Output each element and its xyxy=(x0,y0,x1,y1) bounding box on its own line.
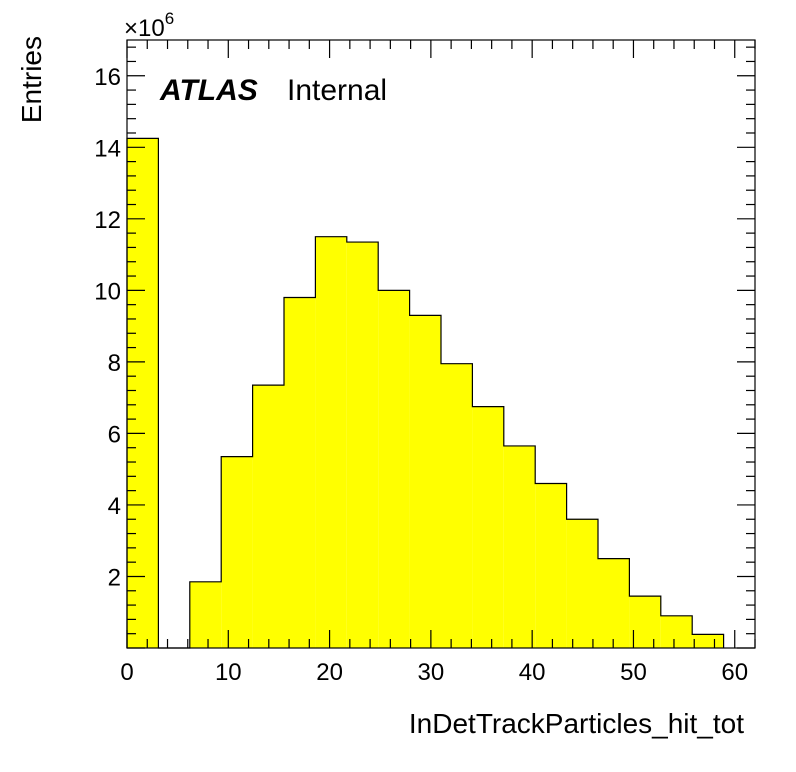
histogram-bin xyxy=(535,483,567,648)
y-tick-label: 4 xyxy=(108,493,121,520)
histogram-bin xyxy=(629,596,661,648)
y-axis-title: Entries xyxy=(16,36,47,123)
x-tick-label: 20 xyxy=(316,659,343,686)
histogram-bin xyxy=(221,456,253,648)
histogram-bin xyxy=(315,236,347,649)
histogram-bin xyxy=(189,581,222,648)
y-axis-multiplier: ×106 xyxy=(124,9,174,42)
x-tick-label: 10 xyxy=(215,659,242,686)
x-tick-label: 30 xyxy=(418,659,445,686)
histogram-bin xyxy=(566,519,598,648)
x-axis-title: InDetTrackParticles_hit_tot xyxy=(409,708,744,739)
y-tick-label: 16 xyxy=(94,64,121,91)
histogram-bin xyxy=(127,138,159,648)
histogram-bars xyxy=(127,138,724,649)
histogram-bin xyxy=(252,385,284,648)
histogram-bin xyxy=(346,242,379,648)
histogram-bin xyxy=(472,406,504,648)
y-multiplier-exponent: 6 xyxy=(165,9,174,28)
y-tick-label: 14 xyxy=(94,135,121,162)
plot-frame xyxy=(126,39,756,649)
y-tick-labels: 2 4 6 8 10 12 14 16 xyxy=(94,64,121,592)
y-tick-label: 8 xyxy=(108,350,121,377)
y-tick-label: 12 xyxy=(94,207,121,234)
y-multiplier-base: ×10 xyxy=(124,15,165,42)
histogram-bin xyxy=(503,445,536,648)
y-tick-label: 2 xyxy=(108,564,121,591)
y-tick-label: 10 xyxy=(94,278,121,305)
histogram-bin xyxy=(598,558,630,648)
atlas-label: ATLAS xyxy=(159,74,258,107)
histogram-bin xyxy=(441,363,473,648)
histogram-bin xyxy=(409,315,441,648)
x-tick-label: 40 xyxy=(519,659,546,686)
histogram-bin xyxy=(378,290,410,648)
histogram-bin xyxy=(284,297,316,648)
x-tick-label: 60 xyxy=(721,659,748,686)
x-tick-label: 0 xyxy=(120,659,133,686)
histogram-bin xyxy=(660,615,693,648)
histogram-bin xyxy=(692,634,724,648)
x-tick-labels: 0 10 20 30 40 50 60 xyxy=(120,659,748,686)
y-tick-label: 6 xyxy=(108,421,121,448)
histogram-outline xyxy=(126,137,725,649)
internal-label: Internal xyxy=(287,74,387,107)
axis-ticks xyxy=(126,40,756,649)
x-tick-label: 50 xyxy=(620,659,647,686)
